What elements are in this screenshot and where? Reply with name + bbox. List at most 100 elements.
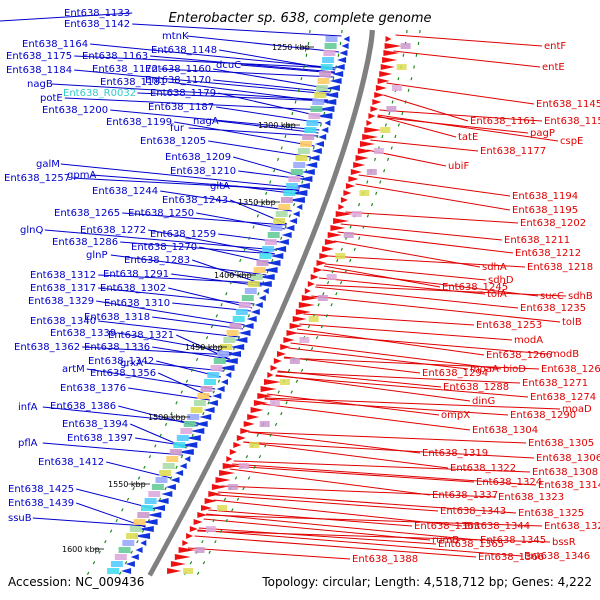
cds-arrow-minus <box>341 43 349 49</box>
cds-arrow-minus <box>226 351 241 357</box>
gene-label-sdhd: sdhD <box>488 275 514 286</box>
cog-block <box>400 43 411 49</box>
cog-block <box>351 211 362 217</box>
cog-block <box>235 309 248 315</box>
gene-label-glta: gltA <box>210 181 230 192</box>
right-leader <box>275 374 471 402</box>
left-leader <box>98 287 255 305</box>
kbp-tick-label: 1500 kbp <box>148 413 186 422</box>
right-leader <box>290 342 502 370</box>
cds-arrow-minus <box>296 204 303 210</box>
cog-block <box>373 148 384 154</box>
cds-arrow-plus <box>283 337 295 343</box>
cds-arrow-plus <box>267 372 274 378</box>
gene-label-ent638-1339: Ent638_1339 <box>50 328 116 339</box>
gene-label-ent638-1337: Ent638_1337 <box>432 490 498 501</box>
cog-block <box>144 498 157 504</box>
gene-label-ent638-1235: Ent638_1235 <box>520 303 586 314</box>
gene-label-succ: sucC <box>540 291 564 302</box>
cog-block <box>391 85 402 91</box>
cog-block <box>270 225 283 231</box>
cds-arrow-minus <box>199 414 212 420</box>
gene-label-ent638-1148: Ent638_1148 <box>151 45 217 56</box>
gene-label-ent638-1257: Ent638_1257 <box>4 173 70 184</box>
gene-label-pote: potE <box>40 93 63 104</box>
cds-arrow-minus <box>221 379 228 385</box>
cds-arrow-minus <box>266 260 281 266</box>
right-leader <box>197 530 551 543</box>
gene-label-tolb: tolB <box>562 317 582 328</box>
cds-arrow-plus <box>362 134 379 140</box>
left-leader <box>128 387 210 401</box>
cog-block <box>306 120 319 126</box>
cog-block <box>396 64 407 70</box>
cog-block <box>273 218 286 224</box>
cog-block <box>162 463 175 469</box>
cds-arrow-minus <box>216 386 225 392</box>
cds-arrow-plus <box>327 232 342 238</box>
cds-arrow-minus <box>287 197 305 203</box>
cog-block <box>380 127 391 133</box>
cds-arrow-plus <box>353 162 366 168</box>
left-leader <box>122 212 287 226</box>
topology-text: Topology: circular; Length: 4,518,712 bp… <box>261 575 592 589</box>
cog-block <box>207 372 220 378</box>
cog-block <box>293 162 306 168</box>
gene-label-glnp: glnP <box>86 250 108 261</box>
cds-arrow-plus <box>335 211 353 217</box>
left-leader <box>110 109 320 131</box>
gene-label-entf: entF <box>544 41 566 52</box>
cds-arrow-minus <box>339 50 348 56</box>
left-leader <box>137 92 328 102</box>
gene-label-moad: moaD <box>562 404 592 415</box>
gene-label-bssr: bssR <box>552 537 576 548</box>
left-leader <box>82 346 232 356</box>
cds-arrow-minus <box>125 561 135 567</box>
left-leader <box>51 83 329 101</box>
right-leader <box>383 94 469 122</box>
cog-block <box>299 337 310 343</box>
cds-arrow-plus <box>280 344 291 350</box>
left-leader <box>217 120 319 134</box>
gene-label-tate: tatE <box>458 132 478 143</box>
cog-block <box>280 197 293 203</box>
cog-block <box>159 470 172 476</box>
cog-block <box>151 484 164 490</box>
cds-arrow-minus <box>194 421 208 427</box>
gene-label-ompx: ompX <box>441 410 470 421</box>
left-leader <box>90 43 336 69</box>
right-leader <box>243 441 449 469</box>
cds-arrow-plus <box>338 204 345 210</box>
cds-arrow-plus <box>201 505 212 511</box>
gene-label-ent638-1212: Ent638_1212 <box>515 248 581 259</box>
cog-block <box>256 260 269 266</box>
gene-label-ent638-1362: Ent638_1362 <box>14 342 80 353</box>
cog-block <box>173 442 186 448</box>
cds-arrow-plus <box>253 400 268 406</box>
gene-label-ent638-1318: Ent638_1318 <box>84 312 150 323</box>
gene-label-ent638-1322: Ent638_1322 <box>450 463 516 474</box>
cds-arrow-minus <box>281 232 292 238</box>
cds-arrow-plus <box>189 526 198 532</box>
cog-block <box>317 295 328 301</box>
cds-arrow-plus <box>301 295 319 301</box>
gene-label-ent638-1394: Ent638_1394 <box>62 419 128 430</box>
cds-arrow-plus <box>295 309 311 315</box>
gene-label-grxa: grxA <box>120 358 143 369</box>
cog-block <box>133 519 146 525</box>
right-leader <box>243 441 535 459</box>
cog-block <box>232 316 245 322</box>
cds-arrow-minus <box>203 407 215 413</box>
right-leader <box>248 431 527 444</box>
gene-label-ent638-1329: Ent638_1329 <box>28 296 94 307</box>
cds-arrow-plus <box>226 456 233 462</box>
cog-block <box>269 400 280 406</box>
cds-arrow-minus <box>246 316 257 322</box>
cog-block <box>226 330 239 336</box>
cog-block <box>197 393 210 399</box>
gene-label-ent638-1181: Ent638_1181 <box>100 77 166 88</box>
right-leader <box>277 371 521 384</box>
cds-arrow-plus <box>348 176 359 182</box>
cog-block <box>122 540 135 546</box>
cds-arrow-plus <box>357 148 372 154</box>
